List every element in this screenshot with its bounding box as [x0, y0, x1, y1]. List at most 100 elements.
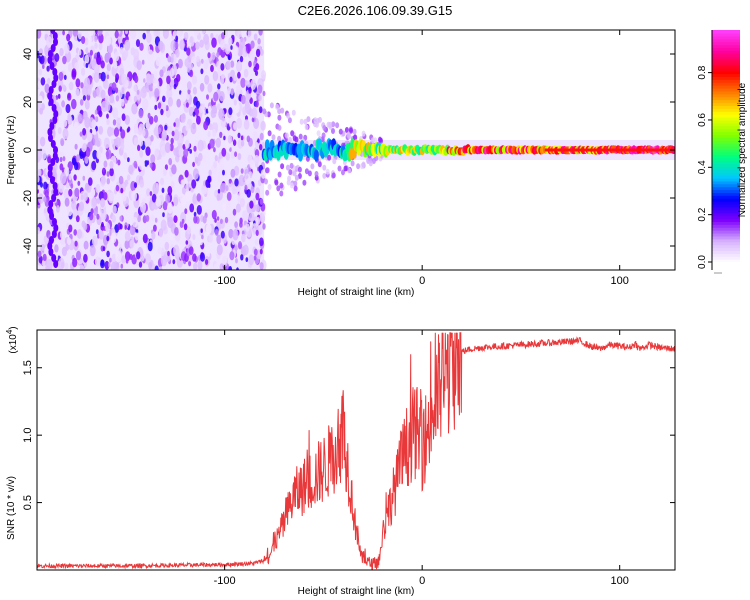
noise-speckle — [40, 149, 47, 160]
noise-streak — [51, 194, 57, 202]
noise-speckle — [175, 48, 180, 58]
noise-speckle — [154, 104, 158, 111]
noise-speckle — [89, 212, 94, 221]
noise-speckle — [220, 63, 225, 71]
noise-speckle — [212, 128, 217, 137]
signal-scatter — [331, 172, 336, 179]
noise-speckle — [60, 261, 65, 269]
noise-speckle — [126, 183, 131, 190]
noise-speckle — [113, 60, 118, 69]
noise-streak — [49, 122, 55, 130]
noise-speckle — [135, 229, 139, 234]
noise-speckle — [213, 160, 218, 169]
colorbar-segment — [712, 76, 740, 80]
noise-speckle — [154, 148, 160, 158]
noise-speckle — [214, 228, 219, 236]
noise-speckle — [67, 113, 72, 121]
noise-speckle — [42, 253, 47, 262]
signal-scatter — [265, 189, 270, 196]
noise-speckle — [81, 141, 87, 153]
noise-speckle — [133, 95, 138, 103]
signal-scatter — [298, 133, 303, 140]
noise-speckle — [72, 209, 78, 219]
noise-speckle — [262, 223, 266, 230]
noise-speckle — [201, 234, 204, 240]
signal-scatter — [321, 132, 326, 139]
noise-speckle — [258, 30, 263, 36]
noise-speckle — [174, 227, 179, 236]
noise-speckle — [133, 182, 138, 189]
noise-speckle — [161, 187, 165, 193]
noise-speckle — [196, 193, 201, 202]
signal-scatter — [356, 163, 361, 170]
noise-speckle — [98, 125, 104, 135]
noise-speckle — [38, 48, 44, 57]
noise-speckle — [153, 70, 158, 78]
noise-speckle — [161, 130, 167, 141]
noise-speckle — [181, 78, 187, 89]
noise-speckle — [130, 30, 137, 40]
noise-speckle — [127, 126, 131, 132]
noise-streak — [53, 146, 58, 154]
noise-speckle — [128, 164, 134, 175]
colorbar-segment — [712, 235, 740, 240]
noise-speckle — [180, 211, 187, 223]
bottom-xlabel: Height of straight line (km) — [298, 586, 415, 597]
noise-speckle — [155, 183, 159, 190]
signal-band — [313, 149, 319, 162]
noise-speckle — [210, 32, 214, 39]
noise-speckle — [167, 185, 173, 195]
noise-speckle — [78, 201, 84, 212]
noise-speckle — [100, 259, 105, 269]
noise-speckle — [43, 235, 48, 244]
noise-speckle — [114, 30, 119, 39]
colorbar-segment — [712, 64, 740, 69]
noise-speckle — [189, 36, 194, 44]
noise-speckle — [222, 169, 225, 176]
noise-streak — [51, 254, 57, 262]
signal-scatter — [368, 160, 373, 167]
noise-streak — [49, 212, 55, 220]
noise-speckle — [191, 179, 197, 189]
noise-streak — [52, 182, 58, 190]
noise-speckle — [112, 107, 119, 119]
colorbar-segment — [712, 230, 740, 234]
noise-speckle — [181, 179, 186, 186]
noise-speckle — [120, 129, 126, 139]
noise-streak — [52, 68, 58, 76]
noise-speckle — [109, 57, 113, 65]
colorbar-segment — [712, 256, 740, 260]
noise-speckle — [216, 194, 221, 201]
noise-speckle — [62, 84, 66, 91]
noise-speckle — [55, 205, 60, 213]
noise-speckle — [249, 200, 254, 209]
noise-speckle — [37, 168, 42, 177]
bottom-axes-frame — [36, 329, 676, 571]
colorbar-segment — [712, 114, 740, 118]
noise-speckle — [209, 138, 215, 149]
noise-speckle — [63, 119, 68, 127]
noise-speckle — [210, 108, 216, 119]
noise-speckle — [214, 218, 217, 223]
signal-scatter — [379, 137, 383, 144]
noise-speckle — [255, 48, 261, 58]
noise-speckle — [146, 45, 151, 53]
noise-speckle — [153, 115, 158, 123]
noise-speckle — [58, 71, 64, 81]
noise-speckle — [226, 191, 232, 201]
noise-speckle — [252, 131, 258, 142]
noise-speckle — [169, 78, 175, 88]
colorbar-segment — [712, 169, 740, 173]
noise-speckle — [162, 212, 165, 218]
noise-speckle — [72, 257, 78, 268]
noise-speckle — [233, 99, 237, 106]
noise-streak — [47, 56, 53, 64]
noise-speckle — [110, 127, 115, 136]
noise-speckle — [83, 192, 88, 201]
noise-speckle — [199, 39, 204, 48]
colorbar-segment — [712, 53, 740, 57]
noise-speckle — [220, 230, 225, 239]
noise-speckle — [138, 158, 145, 171]
noise-speckle — [186, 47, 191, 56]
noise-speckle — [145, 146, 151, 156]
